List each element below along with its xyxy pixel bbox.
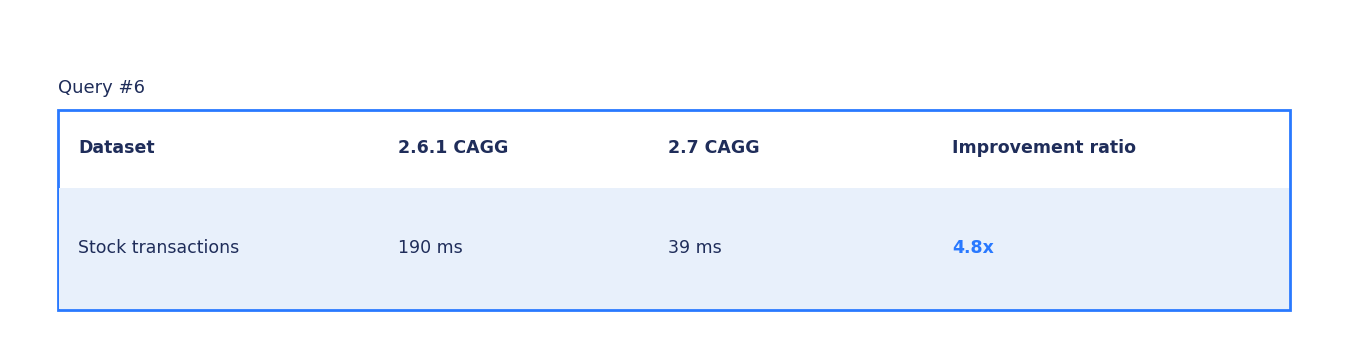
Text: 39 ms: 39 ms xyxy=(667,239,721,257)
Text: 190 ms: 190 ms xyxy=(399,239,463,257)
Text: Stock transactions: Stock transactions xyxy=(78,239,239,257)
Text: 2.7 CAGG: 2.7 CAGG xyxy=(667,139,759,157)
Text: Dataset: Dataset xyxy=(78,139,154,157)
Text: 2.6.1 CAGG: 2.6.1 CAGG xyxy=(399,139,508,157)
Bar xyxy=(58,110,1290,310)
Text: Query #6: Query #6 xyxy=(58,79,145,97)
Bar xyxy=(59,188,1289,309)
Text: Improvement ratio: Improvement ratio xyxy=(952,139,1136,157)
Text: 4.8x: 4.8x xyxy=(952,239,994,257)
